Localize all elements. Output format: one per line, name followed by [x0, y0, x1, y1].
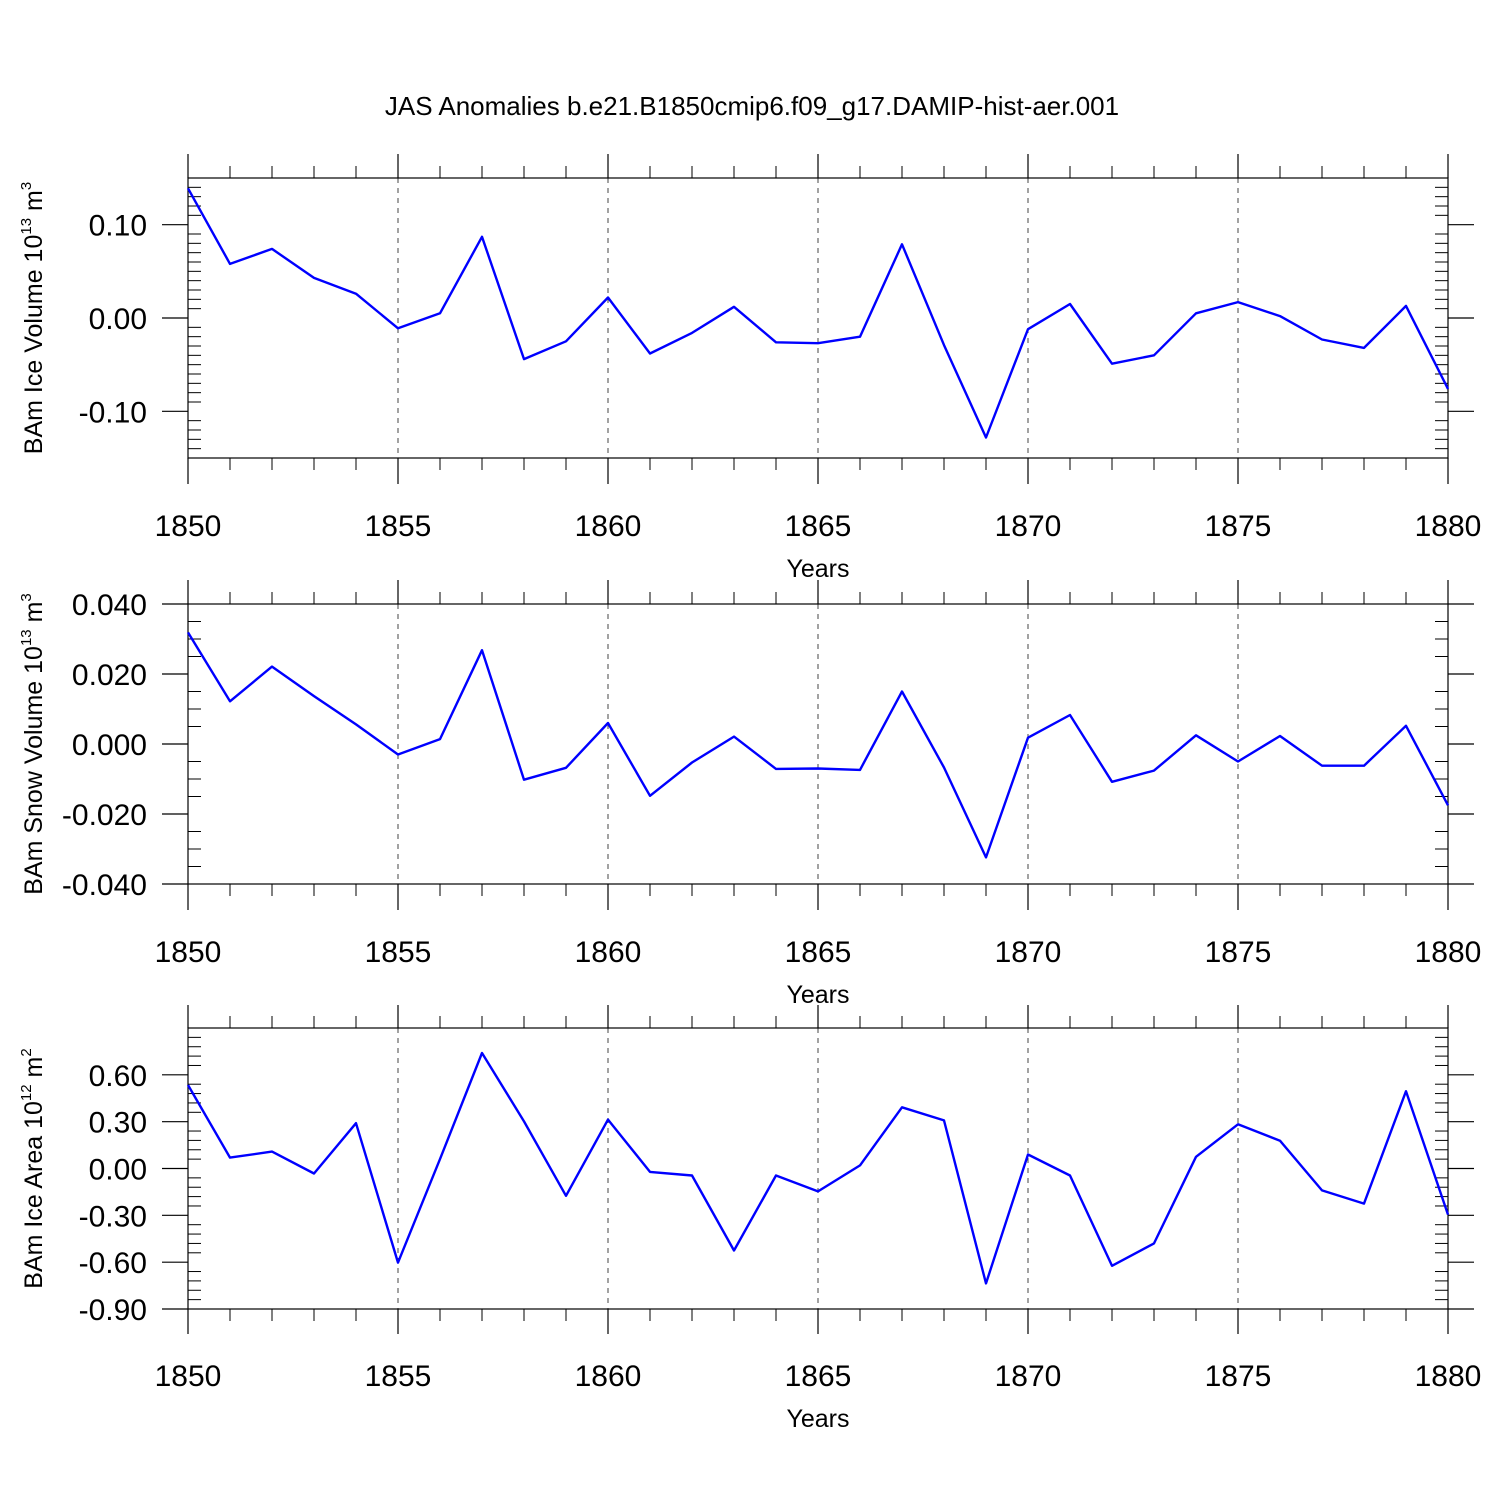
x-tick-label: 1870 — [995, 1360, 1062, 1393]
x-tick-label: 1875 — [1205, 1360, 1272, 1393]
y-tick-label: -0.10 — [79, 396, 147, 429]
y-tick-label: 0.00 — [89, 303, 147, 336]
x-tick-label: 1860 — [575, 1360, 642, 1393]
x-tick-label: 1850 — [155, 1360, 222, 1393]
x-tick-label: 1865 — [785, 1360, 852, 1393]
x-tick-label: 1855 — [365, 510, 432, 543]
chart-panel-1: 0.10 0.00 -0.10 1850 1855 1860 1865 1870 1875 188… — [18, 154, 1481, 583]
x-tick-label: 1875 — [1205, 510, 1272, 543]
x-tick-label: 1860 — [575, 510, 642, 543]
y-tick-label: 0.10 — [89, 210, 147, 243]
x-tick-label: 1880 — [1415, 936, 1482, 969]
x-tick-label: 1880 — [1415, 510, 1482, 543]
y-tick-label: 0.040 — [72, 589, 147, 622]
y-axis-title: BAm Ice Volume 1013 m3 — [18, 182, 48, 454]
x-tick-label: 1865 — [785, 936, 852, 969]
y-axis-title: BAm Snow Volume 1013 m3 — [18, 593, 48, 895]
panels: 0.10 0.00 -0.10 1850 1855 1860 1865 1870 1875 188… — [18, 154, 1481, 1433]
figure-title: JAS Anomalies b.e21.B1850cmip6.f09_g17.D… — [385, 91, 1119, 121]
x-tick-label: 1860 — [575, 936, 642, 969]
x-tick-label: 1865 — [785, 510, 852, 543]
y-tick-label: 0.60 — [89, 1060, 147, 1093]
y-tick-label: -0.020 — [62, 799, 147, 832]
x-tick-label: 1850 — [155, 510, 222, 543]
x-axis-title: Years — [786, 1405, 849, 1433]
chart-panel-2: 0.040 0.020 0.000 -0.020 -0.040 1850 1855 1860 1… — [18, 580, 1481, 1009]
x-tick-label: 1870 — [995, 510, 1062, 543]
y-tick-label: 0.020 — [72, 659, 147, 692]
y-tick-label: 0.00 — [89, 1154, 147, 1187]
x-axis-title: Years — [786, 555, 849, 583]
y-axis-title: BAm Ice Area 1012 m2 — [18, 1048, 48, 1288]
y-tick-label: -0.90 — [79, 1294, 147, 1327]
y-tick-label: 0.000 — [72, 729, 147, 762]
y-tick-label: -0.30 — [79, 1200, 147, 1233]
y-tick-label: 0.30 — [89, 1107, 147, 1140]
series-line — [186, 1051, 1450, 1285]
x-tick-label: 1855 — [365, 936, 432, 969]
y-tick-label: -0.60 — [79, 1247, 147, 1280]
x-tick-label: 1850 — [155, 936, 222, 969]
x-axis-title: Years — [786, 981, 849, 1009]
x-tick-label: 1875 — [1205, 936, 1272, 969]
x-tick-label: 1880 — [1415, 1360, 1482, 1393]
x-tick-label: 1855 — [365, 1360, 432, 1393]
y-tick-label: -0.040 — [62, 869, 147, 902]
x-tick-label: 1870 — [995, 936, 1062, 969]
